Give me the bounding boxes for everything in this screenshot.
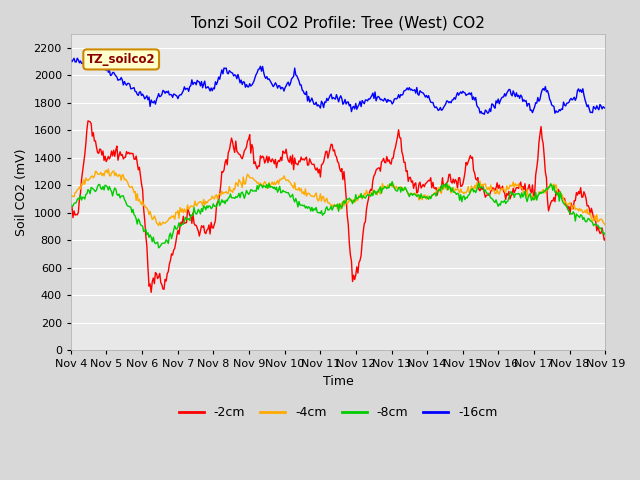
-2cm [591,216,598,222]
-4cm [508,183,515,189]
-8cm [386,181,394,187]
-4cm [602,222,609,228]
-16cm [322,100,330,106]
-8cm [357,191,365,196]
-16cm [591,105,598,111]
Text: TZ_soilco2: TZ_soilco2 [87,53,156,66]
Line: -2cm: -2cm [71,121,605,292]
-4cm [591,213,598,218]
-16cm [325,95,333,101]
Line: -8cm: -8cm [71,181,605,248]
-4cm [326,201,334,207]
-2cm [387,161,395,167]
Y-axis label: Soil CO2 (mV): Soil CO2 (mV) [15,148,28,236]
-2cm [323,148,331,154]
-16cm [386,97,394,103]
-2cm [67,207,75,213]
-8cm [325,207,333,213]
-16cm [357,104,365,109]
-2cm [84,118,92,124]
-8cm [602,232,609,238]
Line: -4cm: -4cm [71,169,605,226]
X-axis label: Time: Time [323,375,353,388]
-4cm [67,193,75,199]
-8cm [388,179,396,184]
Title: Tonzi Soil CO2 Profile: Tree (West) CO2: Tonzi Soil CO2 Profile: Tree (West) CO2 [191,15,485,30]
-8cm [155,245,163,251]
-16cm [508,91,515,97]
Line: -16cm: -16cm [71,58,605,114]
-8cm [322,206,330,212]
Legend: -2cm, -4cm, -8cm, -16cm: -2cm, -4cm, -8cm, -16cm [173,401,502,424]
-2cm [326,145,334,151]
-4cm [104,166,112,172]
-2cm [602,236,609,241]
-16cm [602,106,609,111]
-4cm [155,223,163,228]
-2cm [508,193,515,199]
-4cm [358,196,366,202]
-8cm [67,202,75,207]
-2cm [147,289,155,295]
-8cm [508,189,515,194]
-4cm [323,195,331,201]
-8cm [591,221,598,227]
-16cm [74,55,81,61]
-4cm [387,182,395,188]
-16cm [481,111,488,117]
-2cm [358,239,366,245]
-16cm [67,58,75,63]
